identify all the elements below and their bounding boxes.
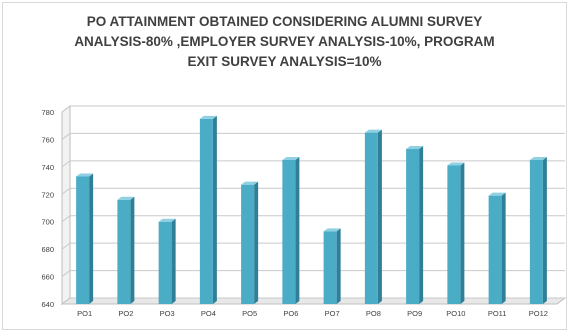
bar-side-po7 <box>336 228 341 304</box>
bar-po11 <box>488 195 502 304</box>
gridline-depth <box>61 160 71 168</box>
gridline-depth <box>61 133 71 140</box>
y-tick-label: 700 <box>41 218 54 227</box>
bar-side-po9 <box>419 146 424 304</box>
x-tick-label: PO8 <box>366 309 381 318</box>
x-tick-label: PO2 <box>118 309 133 318</box>
bar-side-po4 <box>212 115 217 304</box>
x-tick-label: PO10 <box>446 309 465 318</box>
y-tick-label: 660 <box>41 273 54 282</box>
x-tick-label: PO11 <box>488 309 507 318</box>
bar-side-po3 <box>171 218 176 304</box>
gridline-depth <box>61 242 71 250</box>
bar-top-po1 <box>76 173 94 177</box>
bar-po6 <box>282 160 296 304</box>
bar-po10 <box>447 165 461 304</box>
bar-top-po3 <box>158 218 176 222</box>
x-tick-label: PO3 <box>160 309 175 318</box>
y-tick-label: 640 <box>41 300 54 309</box>
bar-po8 <box>364 132 378 304</box>
bar-top-po8 <box>364 129 382 133</box>
bar-top-po12 <box>529 157 547 160</box>
bar-top-po10 <box>447 162 465 166</box>
bar-side-po11 <box>501 192 506 304</box>
x-tick-label: PO7 <box>325 309 340 318</box>
gridline-depth <box>61 215 71 223</box>
chart-title-line-3: EXIT SURVEY ANALYSIS=10% <box>187 54 382 69</box>
bar-side-po5 <box>254 181 259 304</box>
x-tick-label: PO12 <box>529 309 548 318</box>
y-tick-label: 720 <box>41 190 54 199</box>
bar-top-po9 <box>406 146 424 150</box>
gridline-depth <box>61 187 71 195</box>
gridline-depth <box>61 105 71 113</box>
bar-top-po4 <box>199 115 217 119</box>
bar-side-po8 <box>377 129 382 304</box>
bar-po7 <box>323 231 337 304</box>
bar-top-po7 <box>323 228 341 232</box>
bar-po3 <box>158 221 172 304</box>
x-tick-label: PO6 <box>283 309 298 318</box>
y-tick-label: 740 <box>41 163 54 172</box>
bar-side-po10 <box>460 162 465 304</box>
x-tick-label: PO1 <box>77 309 92 318</box>
x-tick-label: PO9 <box>407 309 422 318</box>
bar-side-po1 <box>89 173 94 304</box>
bar-top-po5 <box>241 181 259 185</box>
side-wall <box>61 105 71 305</box>
bar-top-po11 <box>488 192 506 196</box>
gridline-depth <box>61 297 71 305</box>
bar-po5 <box>241 184 255 304</box>
gridline-depth <box>61 270 71 277</box>
x-tick-label: PO5 <box>242 309 257 318</box>
chart-title-line-1: PO ATTAINMENT OBTAINED CONSIDERING ALUMN… <box>86 14 483 29</box>
y-tick-label: 760 <box>41 135 54 144</box>
y-tick-label: 780 <box>41 108 54 117</box>
bar-po4 <box>199 118 213 304</box>
chart-title-line-2: ANALYSIS-80% ,EMPLOYER SURVEY ANALYSIS-1… <box>74 34 495 49</box>
y-tick-label: 680 <box>41 245 54 254</box>
bar-po2 <box>117 199 131 304</box>
bar-po12 <box>529 160 543 304</box>
bar-side-po2 <box>130 196 135 304</box>
chart-title: PO ATTAINMENT OBTAINED CONSIDERING ALUMN… <box>0 12 569 72</box>
bar-po9 <box>406 149 420 304</box>
bar-side-po6 <box>295 157 300 304</box>
bar-side-po12 <box>542 157 547 304</box>
x-tick-label: PO4 <box>201 309 216 318</box>
bar-top-po6 <box>282 157 300 160</box>
bar-top-po2 <box>117 196 135 200</box>
bar-po1 <box>76 176 90 304</box>
